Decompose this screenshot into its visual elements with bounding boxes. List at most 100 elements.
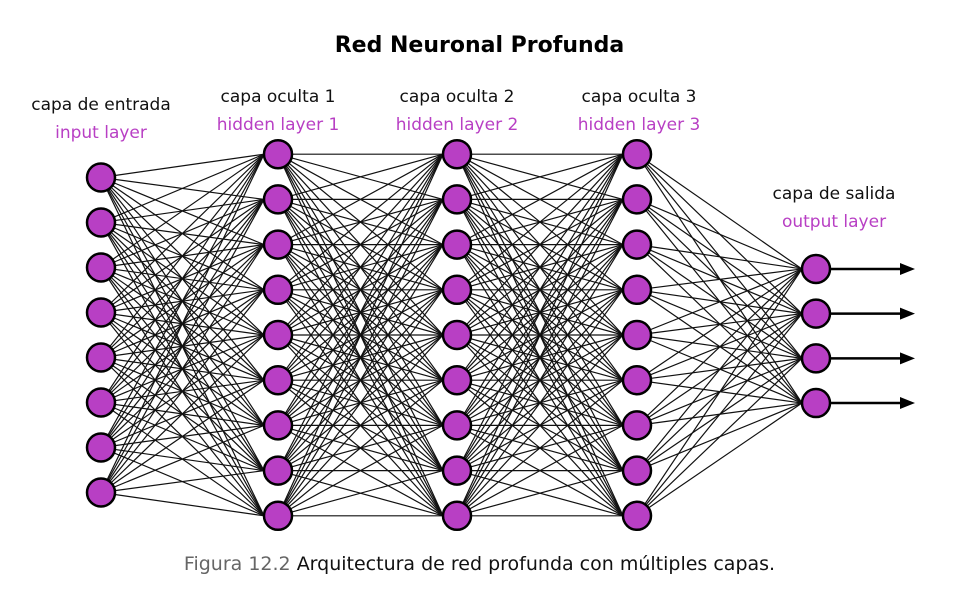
connection xyxy=(277,153,444,381)
neuron-node xyxy=(85,252,117,283)
connection xyxy=(456,244,624,517)
connection xyxy=(456,424,624,517)
label-es: capa oculta 1 xyxy=(220,87,336,107)
diagram-title: Red Neuronal Profunda xyxy=(334,33,625,58)
neuron-node xyxy=(441,455,473,486)
label-es: capa oculta 3 xyxy=(581,87,697,107)
neuron-node xyxy=(262,274,294,306)
neuron-node xyxy=(85,162,117,193)
label-hidden-layer-1: capa oculta 1 hidden layer 1 xyxy=(178,83,378,139)
connection xyxy=(277,199,444,517)
neuron-node xyxy=(262,184,294,215)
neuron-node xyxy=(85,207,117,238)
label-en: hidden layer 1 xyxy=(216,115,340,135)
connection xyxy=(277,379,444,517)
label-output-layer: capa de salida output layer xyxy=(734,180,934,236)
neuron-node xyxy=(621,410,653,441)
connection xyxy=(277,244,444,517)
label-es: capa de entrada xyxy=(31,95,171,115)
connection xyxy=(100,289,265,493)
label-es: capa de salida xyxy=(772,184,896,204)
neuron-node xyxy=(621,229,653,260)
label-en: input layer xyxy=(55,123,147,143)
connection xyxy=(277,153,444,517)
connection xyxy=(100,153,265,224)
connection xyxy=(636,268,803,517)
connection xyxy=(456,153,624,291)
arrowhead-icon xyxy=(900,352,915,365)
connection xyxy=(636,268,803,291)
connection xyxy=(277,470,444,517)
label-input-layer: capa de entrada input layer xyxy=(1,91,201,147)
neuron-node xyxy=(441,229,473,260)
connection xyxy=(456,153,624,517)
label-en: output layer xyxy=(781,212,887,232)
connection xyxy=(636,268,803,471)
connection xyxy=(456,153,624,471)
connection xyxy=(277,153,444,426)
connection xyxy=(636,268,803,426)
connection xyxy=(277,424,444,517)
connection xyxy=(636,268,803,336)
neuron-node xyxy=(85,297,117,328)
neuron-node xyxy=(262,319,294,351)
neuron-node xyxy=(85,387,117,418)
connection xyxy=(277,153,444,200)
connection xyxy=(100,153,265,493)
neuron-node xyxy=(800,343,832,374)
connection xyxy=(100,424,265,494)
connection xyxy=(277,153,444,291)
neuron-node xyxy=(85,477,117,508)
connection xyxy=(456,199,624,517)
neuron-node xyxy=(800,253,832,285)
neuron-node xyxy=(262,364,294,396)
connection xyxy=(277,153,444,246)
connection xyxy=(636,198,803,270)
connection xyxy=(100,244,265,493)
connection xyxy=(456,153,624,426)
connection xyxy=(277,153,444,336)
connection xyxy=(100,153,265,358)
neuron-node xyxy=(441,274,473,306)
connection xyxy=(456,289,624,517)
neuron-node xyxy=(621,319,653,351)
connection xyxy=(456,153,624,246)
neuron-node xyxy=(441,184,473,215)
connection xyxy=(636,268,803,381)
connection xyxy=(636,313,803,517)
neuron-node xyxy=(621,500,653,532)
label-hidden-layer-2: capa oculta 2 hidden layer 2 xyxy=(357,83,557,139)
neuron-node xyxy=(262,138,294,170)
neuron-node xyxy=(262,500,294,532)
figure-caption: Figura 12.2 Arquitectura de red profunda… xyxy=(0,553,959,575)
connection xyxy=(636,244,803,270)
connection xyxy=(100,153,265,268)
neuron-node xyxy=(621,274,653,306)
connection xyxy=(277,334,444,517)
connection xyxy=(456,153,624,381)
connection xyxy=(100,470,265,494)
connection xyxy=(636,357,803,517)
neuron-node xyxy=(441,138,473,170)
neuron-node xyxy=(441,410,473,441)
connection xyxy=(100,153,265,313)
connection xyxy=(456,470,624,517)
arrowhead-icon xyxy=(900,262,915,275)
neuron-node xyxy=(85,432,117,463)
neuron-node xyxy=(85,342,117,373)
connection xyxy=(100,199,265,493)
connection xyxy=(456,153,624,336)
connection xyxy=(456,379,624,517)
label-en: hidden layer 2 xyxy=(395,115,519,135)
connection xyxy=(636,153,803,270)
neuron-node xyxy=(800,298,832,329)
connection xyxy=(277,289,444,517)
neuron-node xyxy=(621,364,653,396)
label-es: capa oculta 2 xyxy=(399,87,515,107)
neuron-node xyxy=(441,319,473,351)
connection xyxy=(636,402,803,517)
neuron-node xyxy=(800,387,832,419)
connection xyxy=(277,153,444,471)
neuron-node xyxy=(262,410,294,441)
connection xyxy=(100,153,265,403)
